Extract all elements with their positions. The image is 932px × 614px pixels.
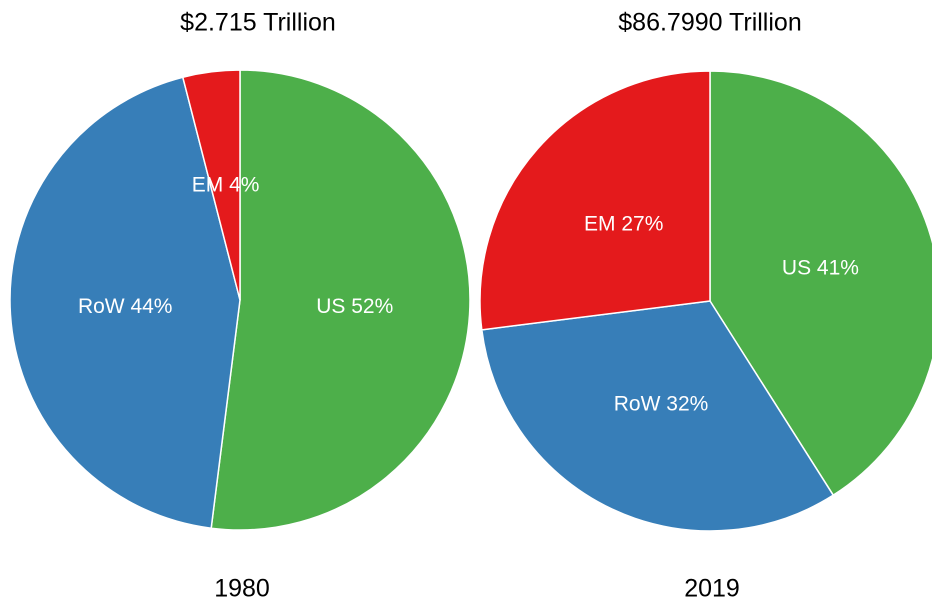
x-axis-label: 2019 bbox=[684, 575, 740, 603]
chart-title: $2.715 Trillion bbox=[180, 9, 336, 37]
pie-slice bbox=[9, 76, 241, 530]
slice-label: RoW 32% bbox=[614, 393, 709, 416]
pie-slice bbox=[480, 300, 835, 532]
pie-slice bbox=[210, 69, 471, 531]
pie-slice bbox=[709, 70, 932, 497]
chart-title: $86.7990 Trillion bbox=[618, 9, 801, 37]
slice-label: US 52% bbox=[316, 295, 393, 318]
pie-slice bbox=[479, 70, 711, 331]
slice-label: EM 27% bbox=[584, 212, 663, 235]
slice-label: EM 4% bbox=[192, 173, 260, 196]
slice-label: RoW 44% bbox=[78, 295, 173, 318]
slice-label: US 41% bbox=[782, 256, 859, 279]
x-axis-label: 1980 bbox=[214, 575, 270, 603]
pie-slice bbox=[181, 69, 241, 301]
